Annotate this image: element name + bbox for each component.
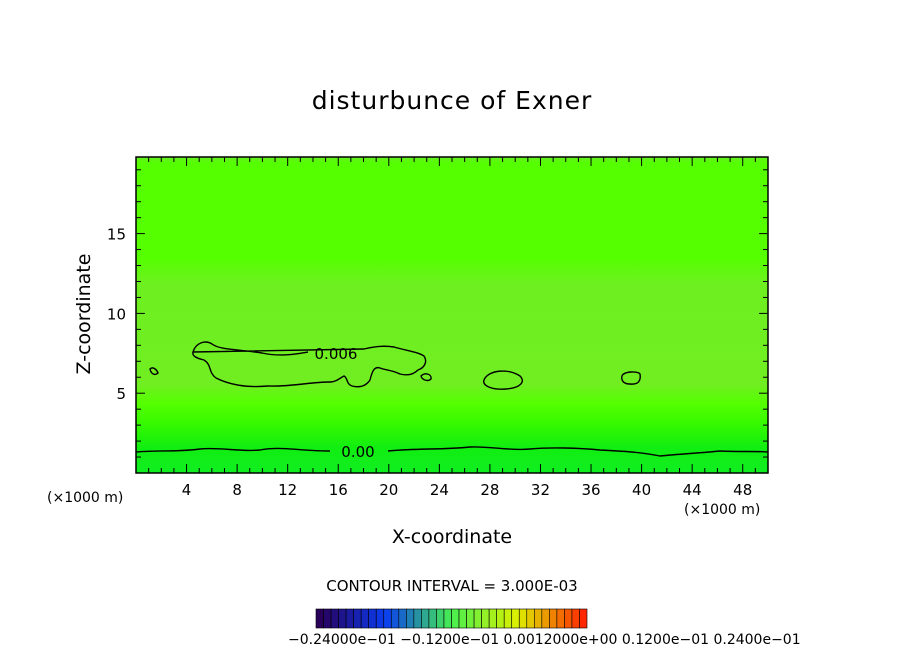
colorbar-cell bbox=[549, 608, 558, 629]
x-unit-label-right: (×1000 m) bbox=[684, 502, 761, 518]
x-tick-label: 8 bbox=[232, 481, 242, 499]
x-axis-label-wrap: X-coordinate bbox=[0, 526, 904, 548]
colorbar-cell bbox=[579, 608, 588, 629]
contour-0006-blob-a bbox=[149, 367, 159, 376]
field-fill bbox=[136, 157, 768, 473]
x-tick-label: 48 bbox=[733, 481, 752, 499]
contour-label-000: 0.00 bbox=[341, 443, 374, 461]
x-tick-label: 32 bbox=[531, 481, 550, 499]
colorbar-cell bbox=[503, 608, 513, 629]
colorbar-cell bbox=[443, 608, 452, 629]
colorbar-cell bbox=[518, 608, 528, 629]
y-axis-label: Z-coordinate bbox=[73, 253, 95, 375]
contour-interval-text: CONTOUR INTERVAL = 3.000E-03 bbox=[326, 577, 578, 595]
x-tick-label: 40 bbox=[632, 481, 651, 499]
contour-lines bbox=[135, 341, 769, 457]
colorbar-cell bbox=[375, 608, 385, 629]
colorbar-cell bbox=[466, 608, 475, 629]
colorbar-cell bbox=[428, 608, 437, 629]
colorbar-labels: −0.24000e−01 −0.1200e−01 0.0012000e+00 0… bbox=[288, 632, 801, 648]
colorbar-cell bbox=[315, 608, 324, 629]
colorbar-cell bbox=[323, 608, 332, 629]
colorbar-cell bbox=[390, 608, 400, 629]
contour-0006-blob-b bbox=[420, 373, 432, 382]
y-tick-label: 5 bbox=[116, 385, 126, 403]
colorbar-cell bbox=[345, 608, 354, 629]
colorbar-cell bbox=[496, 608, 505, 629]
colorbar-cell bbox=[353, 608, 362, 629]
colorbar-cell bbox=[564, 608, 573, 629]
colorbar-cell bbox=[398, 608, 407, 629]
x-tick-label: 4 bbox=[182, 481, 192, 499]
x-tick-label: 28 bbox=[480, 481, 499, 499]
colorbar-cell bbox=[556, 608, 565, 629]
x-tick-label: 20 bbox=[379, 481, 398, 499]
colorbar-cell bbox=[541, 608, 550, 629]
colorbar-cell bbox=[436, 608, 445, 629]
x-unit-label-left: (×1000 m) bbox=[47, 490, 124, 506]
colorbar-cell bbox=[511, 608, 520, 629]
colorbar-cell bbox=[413, 608, 422, 629]
colorbar-cell bbox=[330, 608, 339, 629]
x-tick-label: 44 bbox=[683, 481, 702, 499]
colorbar-cell bbox=[360, 608, 369, 629]
y-tick-label: 15 bbox=[107, 226, 126, 244]
colorbar-cell bbox=[406, 608, 415, 629]
colorbar-cell bbox=[571, 608, 580, 629]
contour-0006-blob-d bbox=[621, 371, 641, 385]
contour-0006-main bbox=[192, 341, 427, 388]
colorbar-cell bbox=[488, 608, 497, 629]
colorbar-cell bbox=[526, 608, 535, 629]
x-tick-label: 24 bbox=[430, 481, 449, 499]
colorbar-cell bbox=[338, 608, 347, 629]
x-tick-label: 36 bbox=[581, 481, 600, 499]
colorbar-cell bbox=[458, 608, 467, 629]
colorbar-cell bbox=[481, 608, 490, 629]
x-tick-label: 16 bbox=[329, 481, 348, 499]
colorbar-cell bbox=[421, 608, 430, 629]
colorbar-cell bbox=[451, 608, 460, 629]
x-axis-label: X-coordinate bbox=[391, 526, 513, 548]
colorbar bbox=[315, 608, 588, 629]
colorbar-cell bbox=[368, 608, 377, 629]
colorbar-cell bbox=[534, 608, 543, 629]
contour-0006-blob-c bbox=[483, 370, 523, 390]
contour-label-0006: 0.006 bbox=[315, 345, 358, 363]
colorbar-cell bbox=[383, 608, 392, 629]
chart-title: disturbunce of Exner bbox=[311, 86, 593, 115]
x-tick-label: 12 bbox=[278, 481, 297, 499]
colorbar-cell bbox=[473, 608, 482, 629]
contour-000-line bbox=[135, 446, 769, 457]
contour-interval-wrap: CONTOUR INTERVAL = 3.000E-03 bbox=[0, 577, 904, 595]
y-tick-label: 10 bbox=[107, 305, 126, 323]
